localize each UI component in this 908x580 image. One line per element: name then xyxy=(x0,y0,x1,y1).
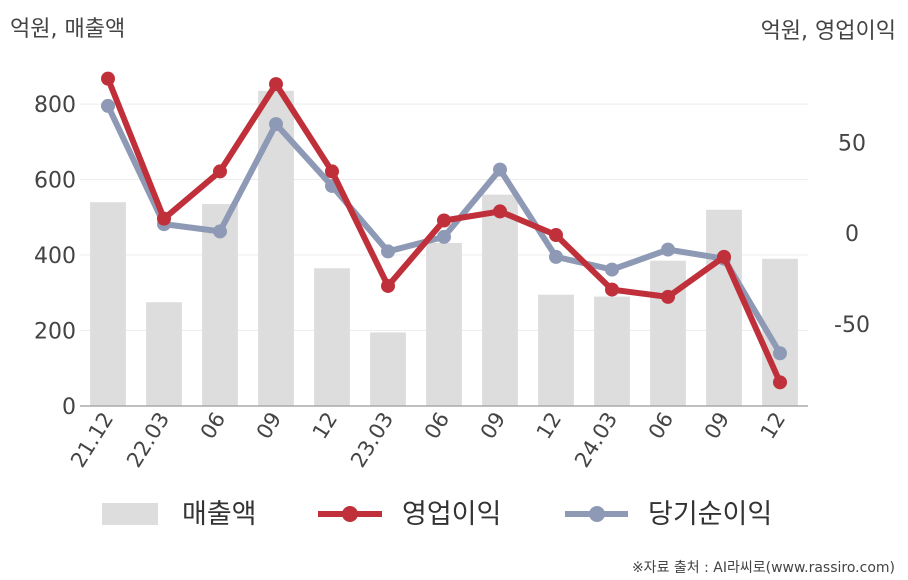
legend-swatch-sales xyxy=(102,503,158,525)
legend-marker-operating xyxy=(342,506,358,522)
series-point xyxy=(773,375,787,390)
bar-sales xyxy=(594,296,630,406)
bar-sales xyxy=(146,302,182,406)
legend-label-sales: 매출액 xyxy=(182,499,257,530)
x-tick-label: 23.03 xyxy=(346,408,398,472)
legend-marker-net xyxy=(589,506,605,522)
series-point xyxy=(437,213,451,228)
x-tick-label: 12 xyxy=(308,408,343,443)
x-tick-label: 06 xyxy=(196,408,231,443)
series-point xyxy=(661,289,675,304)
right-axis-unit: 억원, 영업이익 xyxy=(761,19,896,44)
x-tick-label: 22.03 xyxy=(122,408,174,472)
legend-label-operating: 영업이익 xyxy=(402,499,501,530)
series-point xyxy=(773,346,787,361)
left-tick-label: 600 xyxy=(34,169,76,194)
series-point xyxy=(101,98,115,113)
bar-sales xyxy=(426,242,462,406)
bar-layer xyxy=(90,90,798,407)
bar-sales xyxy=(650,260,686,406)
series-point xyxy=(605,262,619,277)
series-point xyxy=(717,249,731,264)
series-point xyxy=(549,228,563,243)
x-tick-label: 06 xyxy=(644,408,679,443)
series-point xyxy=(493,204,507,219)
left-tick-label: 200 xyxy=(34,320,76,345)
x-tick-label: 24.03 xyxy=(570,408,622,472)
series-point xyxy=(493,162,507,177)
bar-sales xyxy=(706,209,742,406)
series-point xyxy=(101,71,115,86)
bar-sales xyxy=(370,332,406,406)
right-tick-label: 0 xyxy=(845,222,859,247)
legend: 매출액 영업이익 당기순이익 xyxy=(102,499,772,530)
series-point xyxy=(213,164,227,179)
legend-label-net: 당기순이익 xyxy=(648,499,772,530)
source-text: ※자료 출처 : AI라씨로(www.rassiro.com) xyxy=(632,560,895,576)
series-point xyxy=(437,229,451,244)
x-tick-label: 06 xyxy=(420,408,455,443)
left-tick-label: 400 xyxy=(34,244,76,269)
left-tick-label: 0 xyxy=(62,395,76,420)
x-tick-label: 09 xyxy=(700,408,735,443)
series-point xyxy=(661,242,675,257)
right-tick-label: -50 xyxy=(834,313,870,338)
series-point xyxy=(549,249,563,264)
series-point xyxy=(381,278,395,293)
bar-sales xyxy=(538,294,574,406)
bar-sales xyxy=(314,268,350,406)
x-tick-label: 12 xyxy=(756,408,791,443)
bar-sales xyxy=(482,194,518,406)
series-point xyxy=(213,224,227,239)
line-layer xyxy=(101,71,787,390)
x-tick-label: 12 xyxy=(532,408,567,443)
series-point xyxy=(381,244,395,259)
left-tick-label: 800 xyxy=(34,93,76,118)
left-axis-unit: 억원, 매출액 xyxy=(10,17,125,42)
series-point xyxy=(157,211,171,226)
series-point xyxy=(269,77,283,92)
right-tick-label: 50 xyxy=(838,131,866,156)
x-tick-label: 09 xyxy=(476,408,511,443)
bar-sales xyxy=(90,202,126,406)
x-tick-label: 09 xyxy=(252,408,287,443)
series-point xyxy=(325,164,339,179)
series-point xyxy=(605,282,619,297)
series-point xyxy=(269,117,283,132)
